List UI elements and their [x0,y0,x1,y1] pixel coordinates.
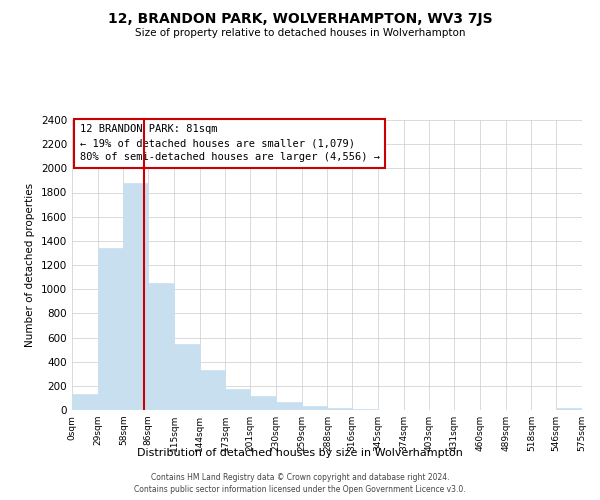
Bar [124,183,148,410]
Text: 12 BRANDON PARK: 81sqm
← 19% of detached houses are smaller (1,079)
80% of semi-: 12 BRANDON PARK: 81sqm ← 19% of detached… [80,124,380,162]
Bar [148,283,174,410]
Bar [72,394,98,410]
Text: Distribution of detached houses by size in Wolverhampton: Distribution of detached houses by size … [137,448,463,458]
Bar [302,406,328,410]
Bar [276,402,302,410]
Text: Contains HM Land Registry data © Crown copyright and database right 2024.: Contains HM Land Registry data © Crown c… [151,473,449,482]
Bar [226,390,250,410]
Y-axis label: Number of detached properties: Number of detached properties [25,183,35,347]
Bar [98,248,124,410]
Text: 12, BRANDON PARK, WOLVERHAMPTON, WV3 7JS: 12, BRANDON PARK, WOLVERHAMPTON, WV3 7JS [107,12,493,26]
Text: Contains public sector information licensed under the Open Government Licence v3: Contains public sector information licen… [134,486,466,494]
Text: Size of property relative to detached houses in Wolverhampton: Size of property relative to detached ho… [135,28,465,38]
Bar [328,408,352,410]
Bar [200,370,226,410]
Bar [556,408,582,410]
Bar [250,396,276,410]
Bar [174,344,200,410]
